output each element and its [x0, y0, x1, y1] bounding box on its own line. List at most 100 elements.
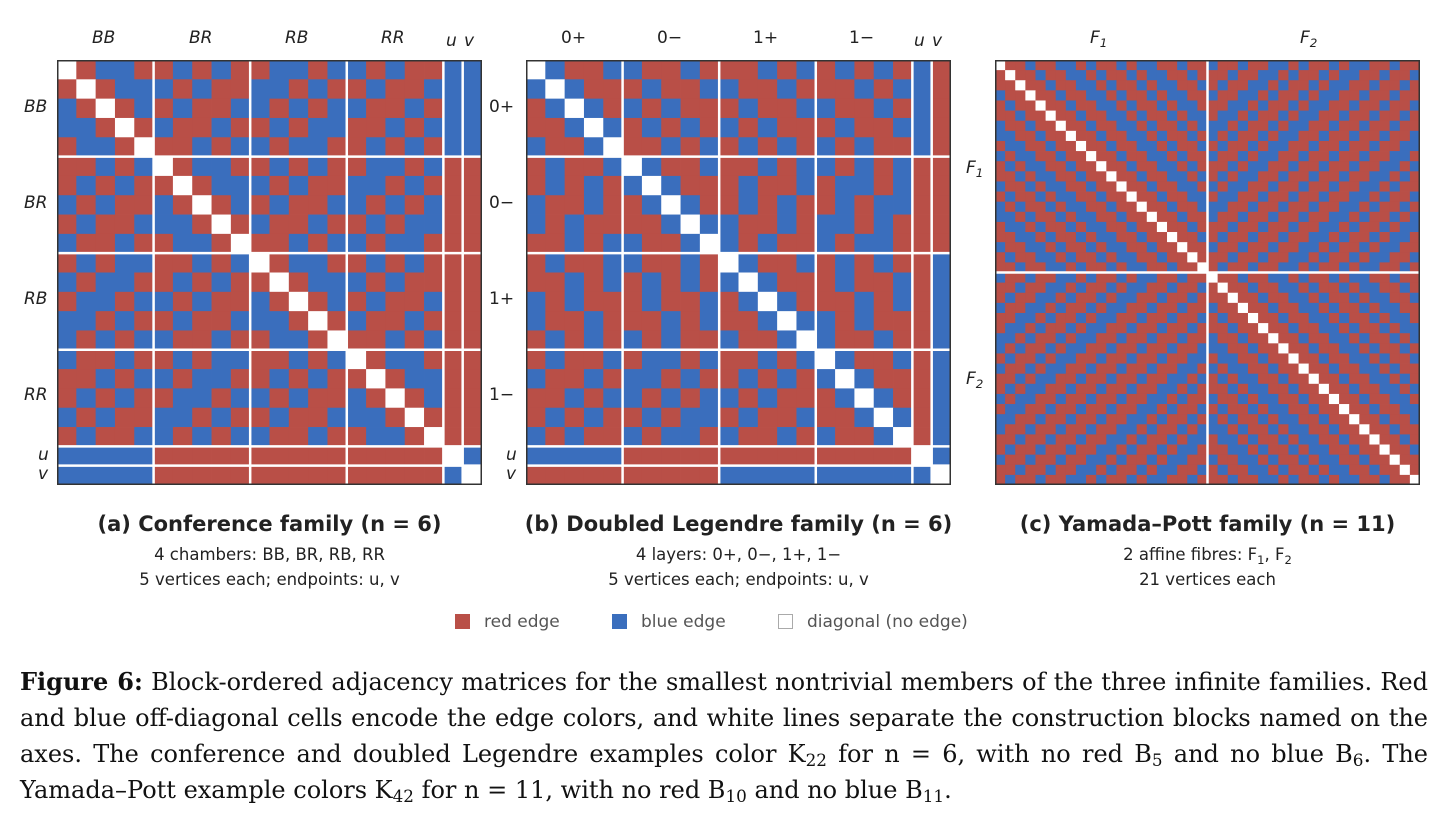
- blue-edge-cell: [545, 156, 566, 177]
- red-edge-cell: [1247, 70, 1259, 81]
- blue-edge-cell: [1349, 161, 1360, 172]
- blue-edge-cell: [1086, 393, 1097, 405]
- red-edge-cell: [699, 253, 720, 273]
- diagonal-cell: [346, 349, 367, 370]
- red-edge-cell: [995, 140, 1006, 152]
- red-edge-cell: [1106, 363, 1117, 375]
- blue-edge-cell: [661, 137, 681, 157]
- red-edge-cell: [1349, 151, 1360, 162]
- red-edge-cell: [1217, 252, 1229, 263]
- blue-edge-cell: [1247, 373, 1259, 385]
- red-edge-cell: [1237, 434, 1249, 445]
- diagonal-cell: [1167, 232, 1178, 243]
- blue-edge-cell: [1308, 242, 1320, 253]
- blue-edge-cell: [1116, 292, 1127, 304]
- red-edge-cell: [1409, 454, 1420, 466]
- red-edge-cell: [1096, 262, 1107, 273]
- blue-edge-cell: [1106, 100, 1117, 111]
- blue-edge-cell: [1146, 474, 1158, 485]
- red-edge-cell: [1025, 373, 1036, 385]
- blue-edge-cell: [1187, 70, 1198, 81]
- red-edge-cell: [153, 311, 174, 331]
- blue-edge-cell: [1389, 232, 1401, 243]
- red-edge-cell: [1055, 161, 1067, 172]
- red-edge-cell: [443, 388, 464, 409]
- red-edge-cell: [873, 117, 894, 138]
- red-edge-cell: [719, 291, 739, 312]
- blue-edge-cell: [699, 214, 720, 235]
- blue-edge-cell: [95, 60, 116, 80]
- blue-edge-cell: [1197, 464, 1208, 476]
- blue-edge-cell: [1055, 211, 1067, 223]
- blue-edge-cell: [1126, 474, 1138, 485]
- red-edge-cell: [1075, 363, 1087, 375]
- red-edge-cell: [1126, 373, 1138, 385]
- red-edge-cell: [1136, 211, 1148, 223]
- blue-edge-cell: [1237, 60, 1249, 71]
- red-edge-cell: [1167, 474, 1178, 485]
- blue-edge-cell: [912, 60, 933, 80]
- red-edge-cell: [622, 137, 643, 157]
- red-edge-cell: [719, 369, 739, 389]
- red-edge-cell: [443, 311, 464, 331]
- red-edge-cell: [1349, 302, 1360, 314]
- blue-edge-cell: [1116, 242, 1127, 253]
- blue-edge-cell: [153, 291, 174, 312]
- blue-edge-cell: [404, 253, 425, 273]
- red-edge-cell: [76, 195, 97, 215]
- blue-edge-cell: [1156, 474, 1168, 485]
- blue-edge-cell: [1025, 302, 1036, 314]
- blue-edge-cell: [854, 233, 875, 254]
- red-edge-cell: [1308, 70, 1320, 81]
- red-edge-cell: [443, 407, 464, 428]
- red-edge-cell: [269, 175, 290, 196]
- red-edge-cell: [680, 175, 701, 196]
- red-edge-cell: [1045, 414, 1057, 425]
- red-edge-cell: [346, 291, 367, 312]
- red-edge-cell: [288, 195, 309, 215]
- red-edge-cell: [1035, 343, 1046, 354]
- red-edge-cell: [1369, 100, 1380, 111]
- red-edge-cell: [1126, 60, 1138, 71]
- diagonal-cell: [1055, 120, 1067, 132]
- blue-edge-cell: [738, 175, 759, 196]
- red-edge-cell: [757, 446, 778, 467]
- red-edge-cell: [622, 291, 643, 312]
- red-edge-cell: [192, 98, 212, 119]
- red-edge-cell: [995, 404, 1006, 415]
- red-edge-cell: [1247, 100, 1259, 111]
- blue-edge-cell: [1177, 424, 1188, 435]
- red-edge-cell: [153, 272, 174, 293]
- red-edge-cell: [385, 465, 406, 485]
- blue-edge-cell: [404, 369, 425, 389]
- blue-edge-cell: [661, 388, 681, 409]
- blue-edge-cell: [1086, 80, 1097, 91]
- red-edge-cell: [1197, 181, 1208, 192]
- red-edge-cell: [1268, 383, 1279, 395]
- blue-edge-cell: [1177, 100, 1188, 111]
- red-edge-cell: [1258, 181, 1269, 192]
- red-edge-cell: [1197, 302, 1208, 314]
- red-edge-cell: [114, 427, 135, 447]
- blue-edge-cell: [1106, 302, 1117, 314]
- blue-edge-cell: [1136, 282, 1148, 294]
- red-edge-cell: [757, 214, 778, 235]
- blue-edge-cell: [1005, 161, 1016, 172]
- red-edge-cell: [912, 407, 933, 428]
- panel-subtitle: 4 layers: 0+, 0−, 1+, 1−: [635, 545, 842, 564]
- blue-edge-cell: [346, 272, 367, 293]
- red-edge-cell: [815, 253, 836, 273]
- diagonal-cell: [1349, 414, 1360, 425]
- diagonal-cell: [1359, 424, 1370, 435]
- blue-edge-cell: [153, 369, 174, 389]
- red-edge-cell: [1167, 120, 1178, 132]
- blue-edge-cell: [1167, 282, 1178, 294]
- blue-edge-cell: [424, 195, 444, 215]
- blue-edge-cell: [211, 156, 232, 177]
- red-edge-cell: [680, 156, 701, 177]
- red-edge-cell: [1136, 90, 1148, 101]
- red-edge-cell: [1126, 434, 1138, 445]
- red-edge-cell: [1328, 474, 1340, 485]
- blue-edge-cell: [603, 446, 623, 467]
- red-edge-cell: [404, 117, 425, 138]
